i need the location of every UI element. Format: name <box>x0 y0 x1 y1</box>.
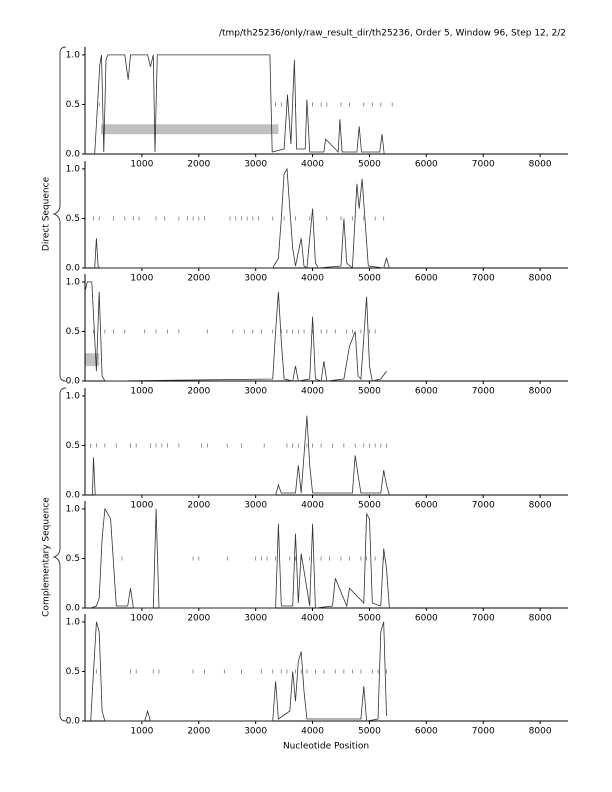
y-tick-label: 0.0 <box>66 377 81 387</box>
x-tick-label: 8000 <box>529 614 552 624</box>
x-tick-label: 2000 <box>187 387 210 397</box>
x-tick-label: 3000 <box>244 727 267 737</box>
x-tick-label: 2000 <box>187 614 210 624</box>
x-tick-label: 5000 <box>358 614 381 624</box>
y-tick-label: 1.0 <box>66 617 81 627</box>
x-tick-label: 4000 <box>301 501 324 511</box>
y-tick-label: 0.5 <box>66 554 80 564</box>
y-tick-label: 0.0 <box>66 150 81 160</box>
x-tick-label: 2000 <box>187 160 210 170</box>
x-tick-label: 4000 <box>301 727 324 737</box>
x-tick-label: 3000 <box>244 501 267 511</box>
coding-potential-line <box>90 507 390 609</box>
y-tick-label: 0.5 <box>66 441 80 451</box>
x-tick-label: 8000 <box>529 727 552 737</box>
y-tick-label: 0.5 <box>66 327 80 337</box>
y-tick-label: 1.0 <box>66 277 81 287</box>
x-tick-label: 5000 <box>358 387 381 397</box>
x-tick-label: 7000 <box>472 274 495 284</box>
coding-potential-line <box>90 621 387 722</box>
x-tick-label: 4000 <box>301 274 324 284</box>
x-tick-label: 8000 <box>529 387 552 397</box>
y-tick-label: 1.0 <box>66 391 81 401</box>
x-tick-label: 3000 <box>244 274 267 284</box>
x-tick-label: 7000 <box>472 727 495 737</box>
x-tick-label: 7000 <box>472 160 495 170</box>
x-tick-label: 1000 <box>130 274 153 284</box>
x-tick-label: 7000 <box>472 501 495 511</box>
y-axis-label: Direct Sequence <box>42 176 52 251</box>
y-tick-label: 0.0 <box>66 491 81 501</box>
x-tick-label: 6000 <box>415 614 438 624</box>
x-tick-label: 6000 <box>415 387 438 397</box>
x-tick-label: 4000 <box>301 160 324 170</box>
brace <box>52 46 67 382</box>
x-tick-label: 8000 <box>529 501 552 511</box>
x-tick-label: 6000 <box>415 274 438 284</box>
x-tick-label: 1000 <box>130 387 153 397</box>
x-tick-label: 5000 <box>358 160 381 170</box>
x-tick-label: 7000 <box>472 614 495 624</box>
x-tick-label: 2000 <box>187 727 210 737</box>
x-tick-label: 1000 <box>130 160 153 170</box>
x-tick-label: 1000 <box>130 501 153 511</box>
coding-potential-line <box>94 54 385 155</box>
x-tick-label: 3000 <box>244 614 267 624</box>
x-tick-label: 4000 <box>301 387 324 397</box>
x-tick-label: 8000 <box>529 160 552 170</box>
coding-potential-line <box>94 167 390 269</box>
x-tick-label: 4000 <box>301 614 324 624</box>
y-tick-label: 1.0 <box>66 164 81 174</box>
y-tick-label: 1.0 <box>66 504 81 514</box>
y-tick-label: 0.5 <box>66 667 80 677</box>
x-tick-label: 2000 <box>187 501 210 511</box>
x-tick-label: 3000 <box>244 160 267 170</box>
y-tick-label: 0.0 <box>66 717 81 727</box>
x-tick-label: 6000 <box>415 501 438 511</box>
coding-potential-line <box>84 281 387 382</box>
x-tick-label: 5000 <box>358 274 381 284</box>
y-axis-label: Complementary Sequence <box>42 497 52 617</box>
y-tick-label: 0.5 <box>66 100 80 110</box>
coding-potential-line <box>92 415 390 496</box>
x-axis-label: Nucleotide Position <box>283 742 369 752</box>
x-tick-label: 5000 <box>358 501 381 511</box>
x-tick-label: 5000 <box>358 727 381 737</box>
x-tick-label: 6000 <box>415 160 438 170</box>
y-tick-label: 0.0 <box>66 264 81 274</box>
x-tick-label: 3000 <box>244 387 267 397</box>
x-tick-label: 7000 <box>472 387 495 397</box>
y-tick-label: 0.0 <box>66 604 81 614</box>
x-tick-label: 1000 <box>130 727 153 737</box>
brace <box>52 387 67 722</box>
x-tick-label: 6000 <box>415 727 438 737</box>
x-tick-label: 2000 <box>187 274 210 284</box>
y-tick-label: 0.5 <box>66 214 80 224</box>
chart-title: /tmp/th25236/only/raw_result_dir/th25236… <box>219 29 566 39</box>
y-tick-label: 1.0 <box>66 50 81 60</box>
region <box>100 124 279 135</box>
x-tick-label: 1000 <box>130 614 153 624</box>
x-tick-label: 8000 <box>529 274 552 284</box>
